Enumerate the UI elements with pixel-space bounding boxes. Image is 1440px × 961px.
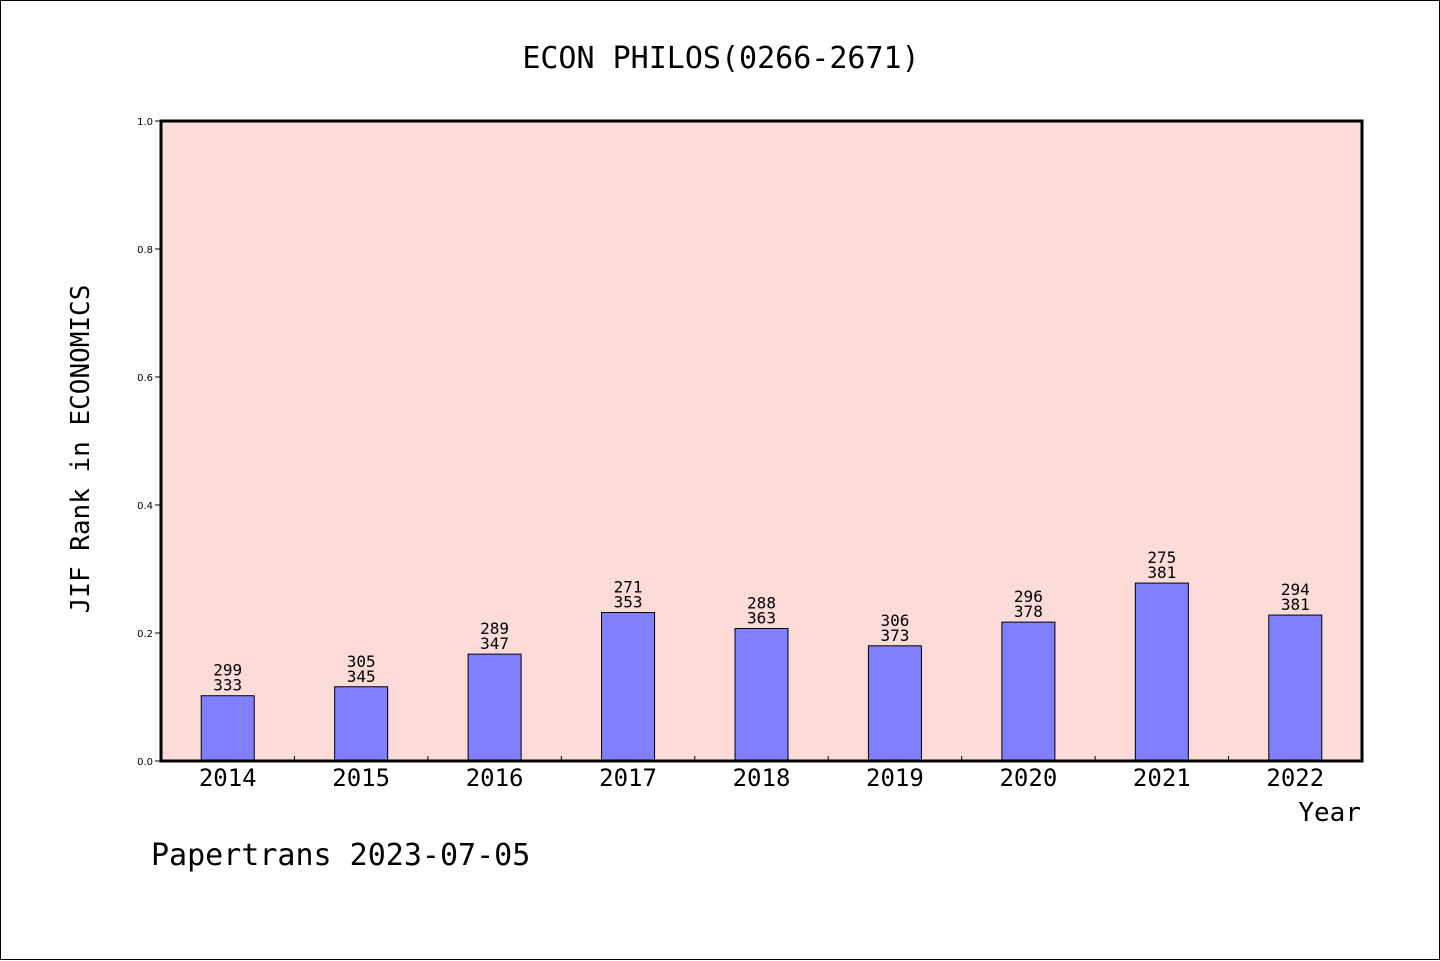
bar-2019 xyxy=(867,645,922,762)
y-axis-label: JIF Rank in ECONOMICS xyxy=(66,285,96,614)
y-tick-label: 0.4 xyxy=(137,501,153,512)
total-label: 347 xyxy=(480,634,509,653)
rank-label: 306 xyxy=(880,611,909,630)
bar-2018 xyxy=(734,628,789,762)
rank-label: 275 xyxy=(1147,548,1176,567)
x-axis: 2014 2015 2016 2017 2018 2019 2020 2021 2022 xyxy=(199,756,1324,792)
rank-label: 294 xyxy=(1281,580,1310,599)
plot-border xyxy=(159,119,1364,763)
rank-label: 271 xyxy=(614,578,643,597)
bar-2017 xyxy=(601,612,656,762)
y-tick-label: 0.6 xyxy=(137,373,153,384)
x-tick-label: 2017 xyxy=(599,764,657,792)
x-tick-label: 2021 xyxy=(1133,764,1191,792)
y-tick-label: 1.0 xyxy=(137,117,153,128)
bars-group xyxy=(200,582,1323,762)
x-tick-label: 2019 xyxy=(866,764,924,792)
rank-label: 289 xyxy=(480,619,509,638)
bar-2020 xyxy=(1001,621,1056,762)
bar-2016 xyxy=(467,653,522,762)
x-tick-label: 2015 xyxy=(332,764,390,792)
x-tick-label: 2014 xyxy=(199,764,257,792)
bar-2021 xyxy=(1134,582,1189,762)
total-label: 363 xyxy=(747,609,776,628)
y-tick-label: 0.0 xyxy=(137,757,153,768)
total-label: 345 xyxy=(347,667,376,686)
bar-2014 xyxy=(200,695,255,762)
total-label: 353 xyxy=(614,593,643,612)
y-tick-label: 0.2 xyxy=(137,629,153,640)
y-tick-label: 0.8 xyxy=(137,245,153,256)
rank-label: 305 xyxy=(347,652,376,671)
y-axis: 0.0 0.2 0.4 0.6 0.8 1.0 xyxy=(137,117,161,768)
chart-title: ECON PHILOS(0266-2671) xyxy=(522,41,919,76)
footer-credit: Papertrans 2023-07-05 xyxy=(151,838,530,873)
x-tick-label: 2016 xyxy=(466,764,524,792)
total-label: 378 xyxy=(1014,602,1043,621)
total-label: 381 xyxy=(1147,563,1176,582)
x-tick-label: 2018 xyxy=(733,764,791,792)
total-label: 333 xyxy=(213,676,242,695)
total-label: 381 xyxy=(1281,595,1310,614)
rank-label: 296 xyxy=(1014,587,1043,606)
rank-label: 288 xyxy=(747,594,776,613)
x-tick-label: 2022 xyxy=(1266,764,1324,792)
total-label: 373 xyxy=(880,626,909,645)
x-tick-label: 2020 xyxy=(999,764,1057,792)
rank-label: 299 xyxy=(213,661,242,680)
x-axis-label: Year xyxy=(1298,798,1361,828)
bar-2015 xyxy=(334,686,389,762)
bar-2022 xyxy=(1268,614,1323,762)
